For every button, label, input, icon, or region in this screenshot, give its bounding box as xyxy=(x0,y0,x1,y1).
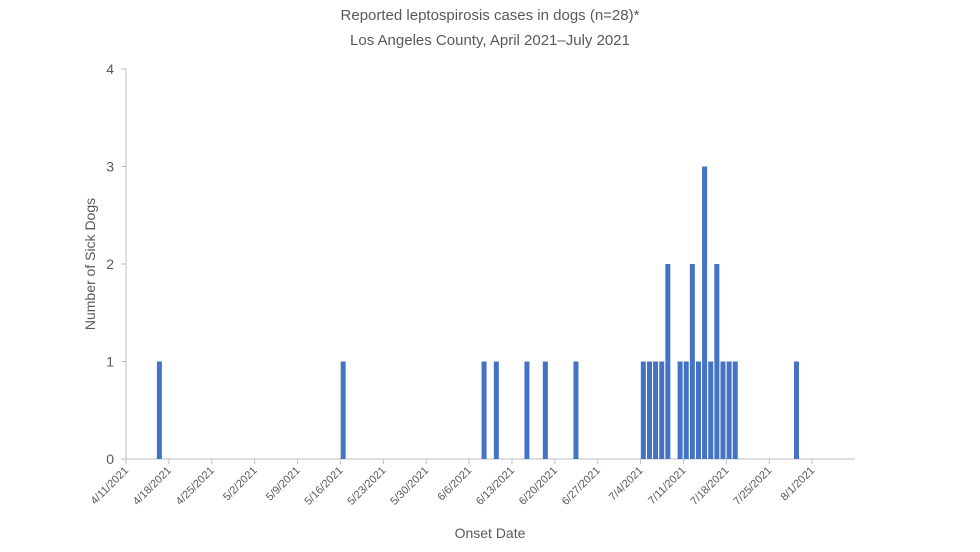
y-tick-label: 2 xyxy=(106,256,114,272)
x-tick-label: 8/1/2021 xyxy=(778,465,817,504)
x-axis-label: Onset Date xyxy=(455,525,526,541)
y-tick-label: 0 xyxy=(106,451,114,467)
bar xyxy=(646,361,652,459)
bar xyxy=(732,361,738,459)
bar xyxy=(689,264,695,459)
y-axis-label: Number of Sick Dogs xyxy=(82,198,98,330)
bar xyxy=(714,264,720,459)
bar xyxy=(793,361,799,459)
chart-subtitle: Los Angeles County, April 2021–July 2021 xyxy=(350,32,630,49)
x-tick-label: 4/11/2021 xyxy=(89,465,132,508)
x-tick-label: 6/20/2021 xyxy=(517,465,560,508)
x-tick-label: 5/30/2021 xyxy=(388,465,431,508)
x-tick-label: 6/6/2021 xyxy=(435,465,474,504)
bar xyxy=(156,361,162,459)
bar xyxy=(726,361,732,459)
bar xyxy=(340,361,346,459)
x-tick-label: 7/4/2021 xyxy=(607,465,646,504)
bar xyxy=(653,361,659,459)
bar xyxy=(524,361,530,459)
x-tick-label: 7/18/2021 xyxy=(688,465,731,508)
x-tick-label: 7/11/2021 xyxy=(646,465,689,508)
bar xyxy=(573,361,579,459)
bar xyxy=(665,264,671,459)
bar xyxy=(493,361,499,459)
x-tick-label: 4/25/2021 xyxy=(174,465,217,508)
bar xyxy=(659,361,665,459)
bar xyxy=(640,361,646,459)
bar xyxy=(677,361,683,459)
y-tick-label: 1 xyxy=(106,354,114,370)
y-tick-label: 3 xyxy=(106,159,114,175)
x-tick-label: 5/16/2021 xyxy=(302,465,345,508)
x-tick-label: 6/13/2021 xyxy=(474,465,517,508)
x-tick-label: 6/27/2021 xyxy=(560,465,603,508)
bar xyxy=(481,361,487,459)
bar xyxy=(695,361,701,459)
bar xyxy=(708,361,714,459)
x-tick-label: 5/9/2021 xyxy=(264,465,303,504)
chart-title: Reported leptospirosis cases in dogs (n=… xyxy=(340,7,640,24)
x-tick-label: 5/23/2021 xyxy=(345,465,388,508)
y-tick-label: 4 xyxy=(106,61,114,77)
x-tick-label: 4/18/2021 xyxy=(131,465,174,508)
bar xyxy=(683,361,689,459)
bar xyxy=(702,166,708,459)
x-tick-label: 5/2/2021 xyxy=(221,465,260,504)
bar xyxy=(542,361,548,459)
x-tick-label: 7/25/2021 xyxy=(731,465,774,508)
bar xyxy=(720,361,726,459)
